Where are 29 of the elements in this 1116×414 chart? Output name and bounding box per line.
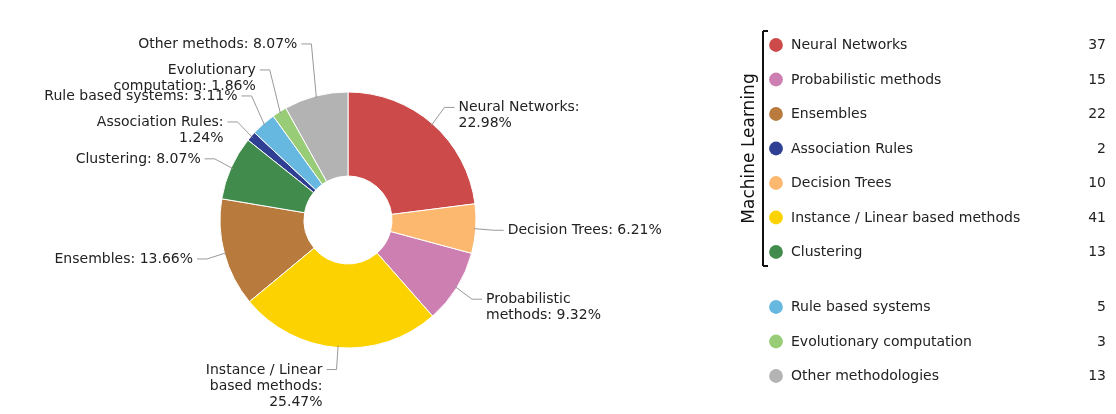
legend-label: Decision Trees	[791, 174, 892, 190]
text: 22	[1088, 105, 1106, 121]
data-label: Association Rules: 1.24%	[96, 112, 224, 145]
text: 37	[1088, 36, 1106, 52]
data-label: Instance / Linear based methods: 25.47%	[205, 360, 323, 409]
data-label: Ensembles: 13.66%	[54, 249, 194, 266]
text: 13	[1088, 367, 1106, 383]
legend-label: Evolutionary computation	[791, 332, 972, 349]
data-label: Other methods: 8.07%	[138, 34, 298, 51]
text: 10	[1088, 174, 1106, 190]
legend-label: Rule based systems	[791, 298, 931, 314]
text: 13	[1088, 243, 1106, 259]
text: 41	[1088, 208, 1106, 225]
legend-label: Association Rules	[791, 139, 913, 156]
legend-label: Instance / Linear based methods	[791, 208, 1021, 225]
data-label: Neural Networks: 22.98%	[458, 98, 580, 131]
data-label: Decision Trees: 6.21%	[507, 221, 662, 238]
text: 5	[1097, 298, 1106, 314]
text: 15	[1088, 70, 1106, 87]
legend-label: Clustering	[791, 243, 863, 259]
legend-label: Ensembles	[791, 105, 867, 121]
text: 3	[1097, 332, 1106, 349]
data-label: Probabilistic methods: 9.32%	[485, 290, 601, 323]
data-label: Clustering: 8.07%	[75, 149, 201, 166]
legend-label: Probabilistic methods	[791, 70, 942, 87]
legend-label: Neural Networks	[791, 36, 908, 52]
text: 2	[1097, 139, 1106, 156]
text: Machine Learning	[738, 73, 758, 224]
legend-label: Other methodologies	[791, 367, 939, 383]
